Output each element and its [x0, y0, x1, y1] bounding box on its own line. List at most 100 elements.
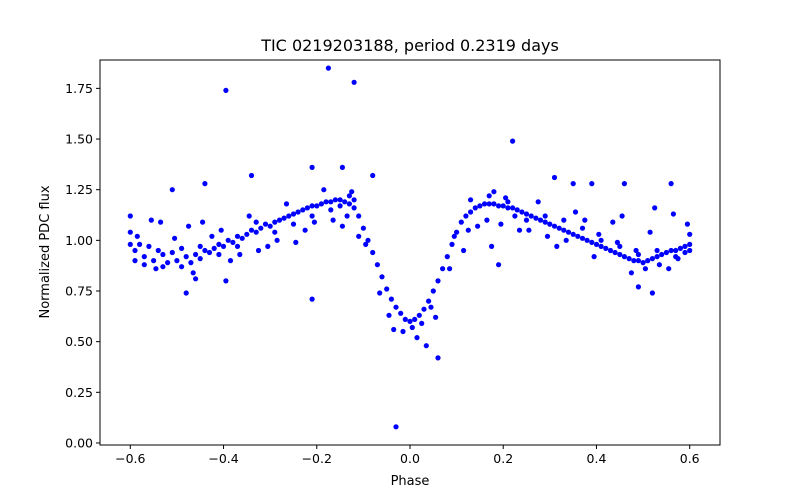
data-point	[202, 181, 208, 187]
data-point	[309, 203, 315, 209]
data-point	[346, 201, 352, 207]
data-point	[591, 254, 597, 260]
data-point	[440, 266, 446, 272]
data-point	[262, 221, 269, 227]
data-point	[398, 310, 404, 316]
data-point	[309, 164, 315, 170]
data-point	[603, 245, 609, 251]
data-point	[290, 221, 297, 227]
data-point	[414, 335, 420, 341]
data-point	[610, 219, 616, 225]
data-point	[193, 276, 199, 282]
data-point	[155, 247, 161, 254]
data-point	[607, 247, 614, 254]
data-point	[652, 205, 658, 211]
data-point	[276, 217, 283, 223]
data-point	[619, 213, 625, 219]
data-point	[682, 249, 688, 256]
data-point	[223, 278, 229, 284]
data-point	[593, 241, 600, 247]
data-point	[635, 284, 642, 290]
data-point	[200, 219, 206, 225]
data-point	[137, 241, 143, 247]
data-point	[351, 197, 357, 203]
data-point	[668, 181, 674, 187]
data-point	[419, 320, 425, 326]
data-point	[323, 199, 329, 205]
data-point	[158, 219, 164, 225]
y-tick-label: 1.75	[65, 81, 93, 96]
data-point	[379, 274, 385, 280]
data-point	[659, 251, 665, 258]
data-point	[542, 219, 548, 225]
x-axis-label: Phase	[391, 474, 430, 489]
data-point	[642, 266, 649, 272]
data-point	[444, 254, 450, 260]
data-point	[589, 181, 595, 187]
data-point	[290, 211, 297, 217]
data-point	[216, 251, 222, 258]
data-point	[286, 213, 292, 219]
data-point	[512, 213, 518, 219]
x-tick-label: 0.2	[493, 451, 513, 466]
data-point	[626, 256, 632, 262]
data-point	[579, 235, 586, 241]
data-point	[300, 207, 306, 213]
data-point	[617, 251, 623, 258]
data-point	[351, 205, 357, 211]
data-point	[183, 254, 189, 260]
data-point	[272, 229, 278, 235]
data-point	[614, 239, 621, 245]
data-point	[283, 201, 290, 207]
data-point	[486, 193, 492, 199]
data-point	[663, 249, 670, 256]
data-point	[656, 262, 663, 268]
data-point	[230, 239, 236, 245]
data-point	[533, 215, 539, 221]
data-point	[407, 318, 413, 324]
data-point	[514, 207, 520, 213]
data-point	[496, 262, 502, 268]
data-point	[649, 290, 656, 296]
data-point	[561, 227, 567, 233]
data-point	[146, 243, 152, 249]
data-point	[374, 262, 380, 268]
data-point	[584, 237, 590, 243]
data-point	[523, 211, 530, 217]
data-point	[428, 304, 434, 310]
data-point	[631, 258, 637, 264]
data-point	[127, 229, 133, 235]
data-point	[318, 201, 324, 207]
y-tick-label: 1.25	[65, 182, 93, 197]
data-point	[206, 249, 213, 256]
data-point	[451, 233, 457, 239]
data-point	[435, 355, 441, 361]
data-point	[617, 243, 623, 249]
data-point	[409, 324, 415, 331]
data-point	[267, 223, 273, 229]
data-point	[339, 164, 345, 170]
data-point	[477, 203, 483, 209]
data-point	[365, 237, 371, 243]
data-point	[666, 266, 672, 272]
data-point	[183, 290, 189, 296]
x-tick-label: 0.4	[587, 451, 607, 466]
data-point	[281, 215, 287, 221]
data-point	[544, 233, 551, 239]
y-axis-label: Normalized PDC flux	[38, 185, 53, 318]
data-points	[127, 65, 693, 430]
data-point	[535, 199, 541, 205]
data-point	[458, 219, 464, 225]
data-point	[454, 229, 460, 235]
data-point	[547, 221, 553, 227]
data-point	[551, 223, 558, 229]
data-point	[248, 172, 255, 179]
data-point	[684, 221, 691, 227]
data-point	[179, 245, 185, 251]
data-point	[304, 205, 310, 211]
data-point	[234, 243, 241, 249]
data-point	[332, 197, 338, 203]
data-point	[509, 138, 516, 144]
data-point	[468, 209, 474, 215]
